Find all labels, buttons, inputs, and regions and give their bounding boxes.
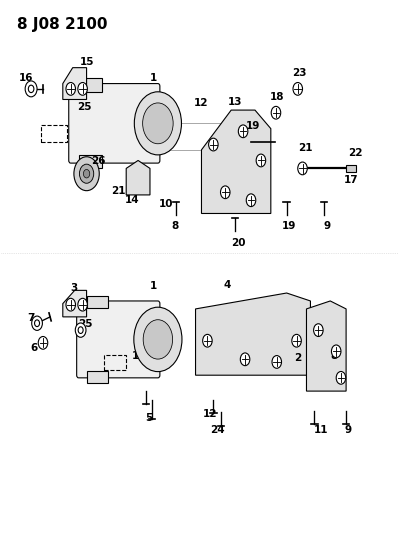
Text: 5: 5: [146, 413, 153, 423]
Circle shape: [78, 298, 87, 311]
Text: 25: 25: [78, 319, 93, 329]
Text: 23: 23: [292, 68, 307, 78]
Polygon shape: [63, 290, 87, 317]
Text: 21: 21: [298, 143, 313, 154]
Bar: [41, 125, 67, 142]
Text: 1: 1: [150, 281, 158, 291]
Text: 12: 12: [194, 98, 209, 108]
Circle shape: [83, 169, 90, 178]
Circle shape: [75, 323, 86, 337]
Text: 17: 17: [344, 175, 359, 185]
Bar: [105, 355, 126, 370]
Text: 14: 14: [125, 195, 140, 205]
Circle shape: [221, 186, 230, 199]
Circle shape: [238, 125, 248, 138]
Text: 11: 11: [314, 425, 328, 435]
Text: 16: 16: [19, 73, 33, 83]
Text: 7: 7: [28, 313, 35, 324]
Circle shape: [134, 92, 182, 155]
Text: 2: 2: [294, 353, 301, 362]
Text: 19: 19: [282, 221, 296, 231]
Text: 21: 21: [111, 185, 126, 196]
Text: 8: 8: [171, 221, 178, 231]
Circle shape: [203, 334, 212, 347]
Circle shape: [35, 320, 40, 327]
Circle shape: [25, 81, 37, 97]
Circle shape: [298, 162, 307, 175]
Circle shape: [314, 324, 323, 336]
Circle shape: [143, 320, 173, 359]
Text: 22: 22: [348, 148, 362, 158]
Circle shape: [28, 85, 34, 93]
Text: 3: 3: [70, 282, 77, 293]
Text: 20: 20: [231, 238, 245, 248]
Polygon shape: [63, 68, 87, 100]
FancyBboxPatch shape: [69, 84, 160, 163]
Text: 25: 25: [77, 102, 92, 112]
Circle shape: [66, 83, 75, 95]
Circle shape: [209, 138, 218, 151]
Circle shape: [332, 345, 341, 358]
Circle shape: [246, 194, 256, 207]
Circle shape: [134, 307, 182, 372]
Circle shape: [240, 353, 250, 366]
Circle shape: [78, 327, 83, 334]
Text: 15: 15: [79, 58, 94, 67]
Polygon shape: [196, 293, 310, 375]
Circle shape: [142, 103, 173, 144]
Circle shape: [272, 356, 282, 368]
Text: 9: 9: [344, 425, 352, 435]
Text: 26: 26: [91, 156, 106, 166]
FancyBboxPatch shape: [77, 301, 160, 378]
Circle shape: [79, 164, 94, 183]
Text: 10: 10: [132, 351, 146, 361]
Circle shape: [271, 107, 281, 119]
Text: 18: 18: [269, 92, 284, 102]
Text: 1: 1: [150, 73, 158, 83]
Text: 8 J08 2100: 8 J08 2100: [17, 17, 108, 33]
Circle shape: [38, 336, 48, 349]
Text: 12: 12: [203, 409, 217, 419]
Polygon shape: [126, 160, 150, 195]
Bar: [87, 371, 109, 383]
Text: 10: 10: [158, 199, 173, 209]
Bar: [79, 155, 103, 168]
Text: 9: 9: [324, 221, 331, 231]
Text: 6: 6: [30, 343, 38, 353]
Bar: [87, 296, 109, 308]
Circle shape: [78, 83, 87, 95]
Text: 24: 24: [210, 425, 225, 435]
Text: 8: 8: [331, 351, 338, 361]
Text: 13: 13: [228, 97, 243, 107]
Circle shape: [32, 316, 42, 330]
Circle shape: [66, 298, 75, 311]
Bar: [79, 78, 103, 92]
Polygon shape: [306, 301, 346, 391]
Text: 4: 4: [223, 280, 231, 290]
Circle shape: [293, 83, 302, 95]
Text: 19: 19: [246, 121, 260, 131]
Circle shape: [74, 157, 99, 191]
Circle shape: [336, 372, 346, 384]
Polygon shape: [201, 110, 271, 214]
Polygon shape: [346, 165, 356, 172]
Circle shape: [256, 154, 266, 167]
Circle shape: [292, 334, 301, 347]
